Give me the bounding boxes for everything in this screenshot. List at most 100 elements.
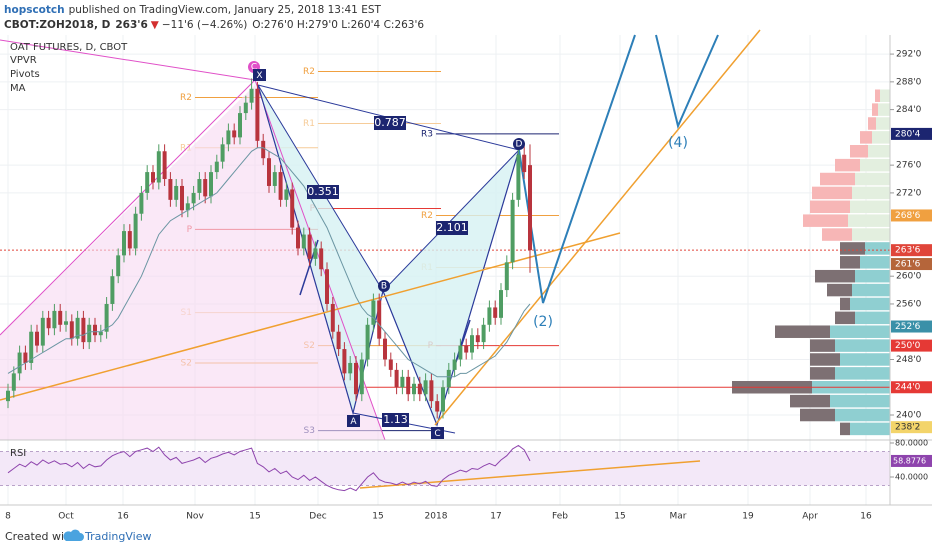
axes: 292'0 288'0 284'0 276'0 272'0 260'0 256'0 248'0… (0, 35, 932, 525)
ratio-badge (436, 221, 468, 235)
x-tick-label: Mar (670, 512, 687, 522)
candle-body (319, 248, 324, 270)
candle-body (342, 349, 347, 374)
candle-body (261, 140, 266, 159)
ratio-badge (307, 185, 339, 199)
pivot-label: R2 (303, 67, 315, 77)
candle-body (87, 324, 92, 343)
volume-bar (855, 269, 890, 283)
publish-line: hopscotch published on TradingView.com, J… (4, 4, 381, 16)
candle-body (446, 369, 451, 388)
trend-line (0, 232, 621, 401)
candle-body (522, 154, 527, 173)
label-badge (253, 69, 266, 81)
candle-body (116, 255, 121, 277)
x-tick-label: 17 (490, 512, 501, 522)
volume-bar (803, 214, 848, 227)
candle-body (232, 130, 237, 138)
footer: Created with TradingView (5, 529, 151, 543)
candle-body (191, 192, 196, 204)
candle-body (377, 300, 382, 339)
candle-body (394, 369, 399, 388)
volume-bar (848, 214, 890, 227)
candle-body (64, 321, 68, 325)
projection-line (655, 34, 719, 130)
volume-bar (810, 339, 835, 352)
pattern-label: B (381, 282, 387, 292)
volume-bar (835, 158, 860, 172)
candle-body (162, 151, 167, 180)
volume-bar (830, 325, 890, 338)
candle-body (272, 172, 277, 186)
candle-body (267, 158, 271, 186)
candle-body (359, 359, 364, 395)
symbol-line: CBOT:ZOH2018, D 263'6 ▼ −11'6 (−4.26%) O:276… (4, 19, 424, 31)
candle-body (6, 390, 10, 402)
volume-bar (810, 200, 850, 214)
volume-bar (850, 145, 868, 158)
change-arrow: ▼ (151, 19, 160, 31)
logo (63, 529, 84, 541)
rsi-band (0, 451, 890, 486)
price-badge (891, 339, 932, 352)
y-tick-label: 272'0 (896, 188, 922, 198)
volume-bar (835, 339, 890, 352)
price-badge (891, 127, 932, 140)
volume-bar (800, 408, 835, 422)
candle-body (17, 352, 22, 374)
pattern-label: A (350, 417, 357, 427)
candle-body (348, 362, 353, 374)
candle-body (365, 324, 370, 360)
volume-bar (872, 131, 890, 144)
moving-average (7, 147, 531, 378)
candle-body (11, 373, 16, 391)
candle-body (238, 113, 242, 138)
x-tick-label: 16 (117, 512, 129, 522)
volume-bar (872, 103, 878, 116)
volume-bar (875, 89, 880, 102)
volume-bar (852, 186, 890, 200)
price-axis (890, 35, 932, 525)
volume-bar (790, 394, 830, 408)
volume-bar (810, 367, 835, 380)
candle-body (46, 317, 51, 329)
rsi-line (7, 444, 531, 492)
ratio-label: 2.101 (436, 221, 468, 234)
rsi-badge-label: 58.8776 (893, 456, 926, 465)
candle-body (313, 248, 318, 259)
candle-body (75, 317, 80, 339)
candle-body (417, 383, 422, 395)
candle-body (133, 213, 138, 249)
pivot-label: R1 (303, 119, 315, 129)
brand[interactable]: TradingView (84, 530, 151, 543)
ratio-label: 0.351 (307, 185, 339, 198)
candle-body (510, 199, 515, 263)
change: −11'6 (−4.26%) (162, 19, 247, 31)
volume-bar (840, 297, 850, 311)
x-tick-label: 15 (614, 512, 625, 522)
pattern-label: X (256, 71, 262, 81)
volume-bar (830, 394, 890, 408)
rsi-trend-line (359, 460, 701, 489)
x-tick-label: Oct (58, 512, 74, 522)
pivot-label: R3 (421, 129, 433, 139)
y-tick-label: 248'0 (896, 355, 922, 365)
label-badge (347, 415, 360, 427)
x-tick-label: Apr (802, 512, 818, 522)
legend-entry: Pivots (10, 69, 40, 80)
username[interactable]: hopscotch (4, 4, 65, 16)
volume-bar (822, 228, 852, 241)
rsi-label: RSI (10, 448, 26, 459)
candle-body (220, 144, 225, 162)
volume-bar (835, 367, 890, 380)
volume-bar (852, 283, 890, 297)
volume-bar (820, 172, 855, 186)
y-tick-label: 240'0 (896, 411, 922, 421)
x-tick-label: 2018 (425, 512, 448, 522)
volume-bar (868, 117, 876, 130)
candle-body (429, 380, 434, 402)
price-badge-label: 261'6 (895, 260, 921, 270)
created-with: Created with (5, 530, 75, 543)
candle-body (122, 231, 126, 256)
volume-bar (840, 422, 850, 436)
